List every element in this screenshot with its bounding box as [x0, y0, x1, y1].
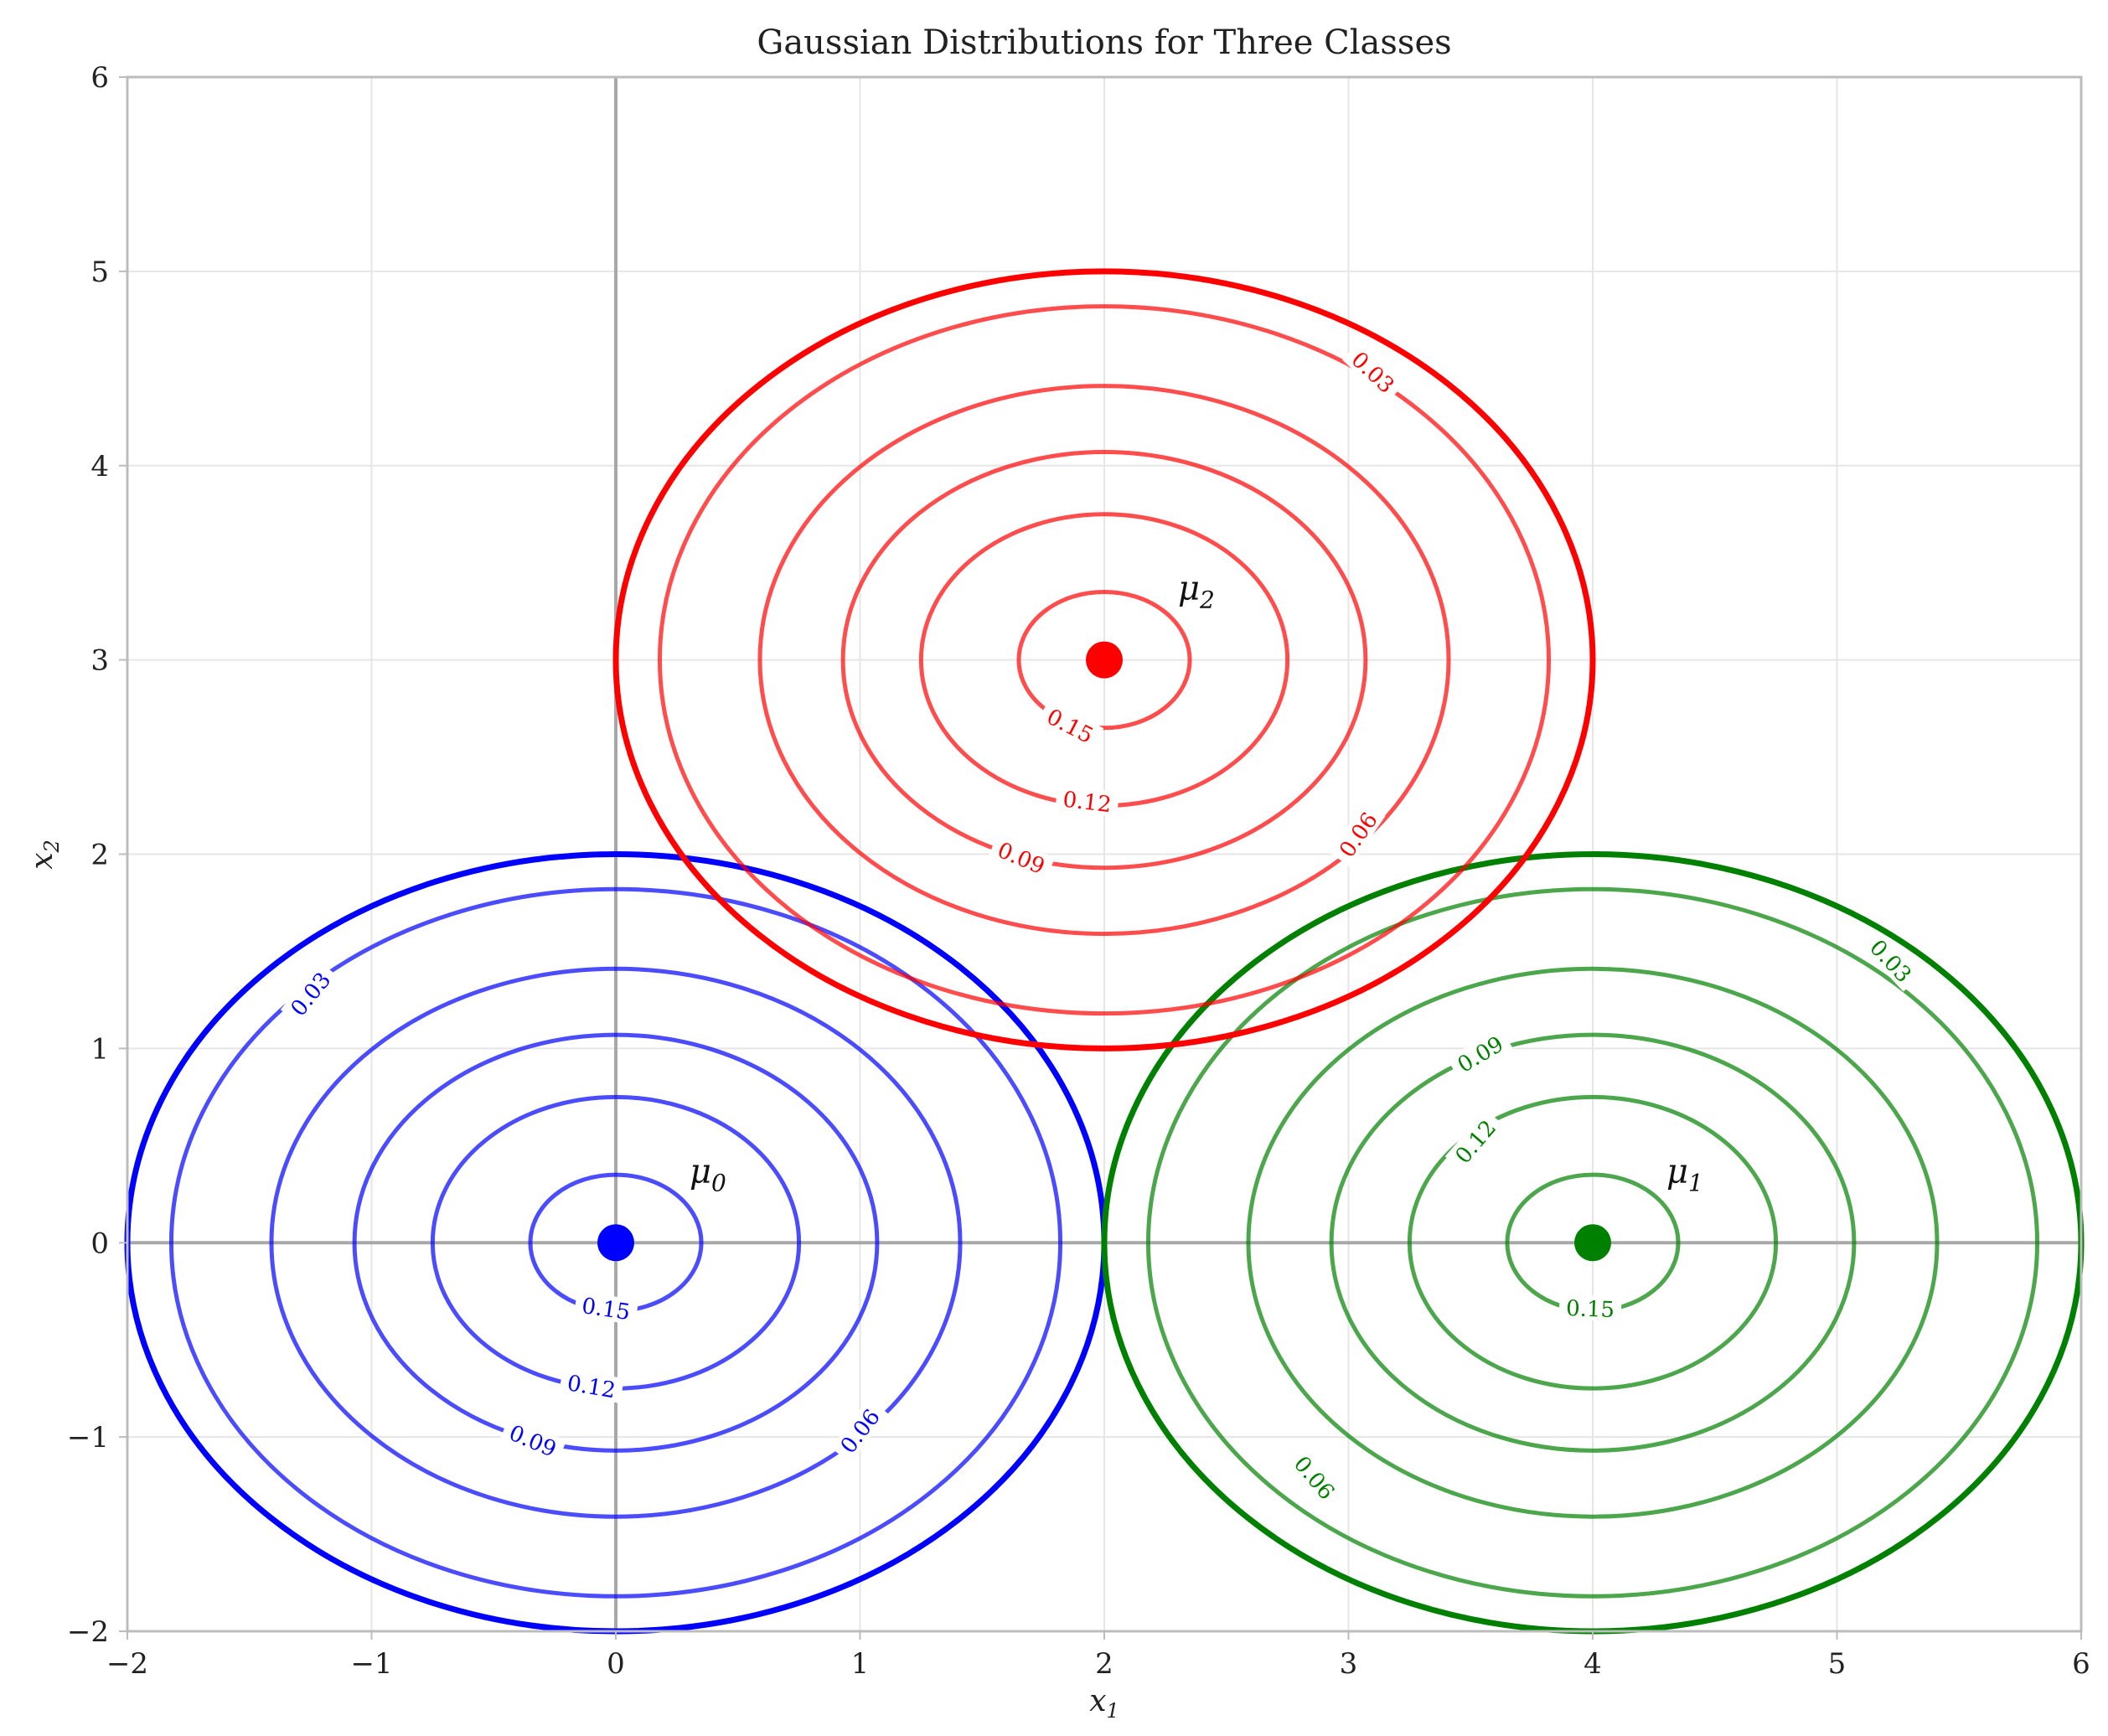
class-1-contour-0.03	[1145, 886, 2040, 1599]
contour-label-background	[1558, 1294, 1622, 1322]
class-1-contour-0.12	[1407, 1094, 1779, 1391]
y-tick-label-7: 5	[90, 256, 109, 289]
contour-label-background	[1446, 1026, 1513, 1081]
class-1-contour-label-0.15: 0.15	[1558, 1294, 1622, 1323]
class-2-contour-0.06	[757, 384, 1451, 937]
mean-subscript: 2	[1199, 586, 1215, 614]
mean-label-1: μ1	[1666, 1152, 1703, 1196]
class-2-contour-label-0.12: 0.12	[1055, 784, 1120, 819]
contour-label-background	[280, 961, 339, 1026]
class-0-contour-0.03	[168, 886, 1063, 1599]
mean-marker-1	[1574, 1224, 1611, 1262]
y-tick-label-4: 2	[90, 839, 109, 872]
x-tick-label-3: 1	[851, 1647, 870, 1681]
mean-marker-2	[1086, 641, 1123, 679]
x-tick-label-2: 0	[607, 1647, 625, 1681]
contour-label-background	[1342, 341, 1405, 402]
contour-label-background	[559, 1367, 625, 1403]
contour-label-background	[1055, 784, 1120, 818]
x-tick-label-5: 3	[1340, 1647, 1358, 1681]
contour-label-background	[1330, 801, 1386, 867]
y-tick-label-6: 4	[90, 450, 109, 483]
contour-label-background	[1444, 1109, 1505, 1173]
class-1-contour-0.06	[1246, 966, 1940, 1519]
class-0-contour-0.09	[352, 1032, 880, 1453]
contour-label-background	[1861, 929, 1922, 992]
contour-label-background	[573, 1290, 639, 1325]
class-1-contour-0.09	[1329, 1032, 1857, 1453]
x-tick-label-7: 5	[1828, 1647, 1847, 1681]
class-0-contour-0.06	[269, 966, 963, 1519]
mean-symbol: μ	[1178, 570, 1200, 608]
class-2-contour-0.09	[840, 450, 1368, 871]
y-tick-label-0: −2	[67, 1615, 109, 1649]
y-tick-label-8: 6	[90, 61, 109, 95]
class-2-contour-0.15	[1016, 589, 1192, 731]
mean-marker-0	[597, 1224, 634, 1262]
x-tick-label-1: −1	[350, 1647, 392, 1681]
y-tick-label-1: −1	[67, 1421, 109, 1454]
y-axis-label-sub: 2	[40, 840, 64, 853]
mean-label-0: μ0	[690, 1152, 726, 1196]
contour-label-background	[1285, 1445, 1345, 1510]
contour-label-background	[1036, 700, 1104, 751]
x-tick-label-6: 4	[1584, 1647, 1602, 1681]
x-tick-label-0: −2	[106, 1647, 148, 1681]
y-axis-label: x2	[25, 840, 64, 870]
contour-label-text: 0.15	[1566, 1296, 1615, 1323]
y-tick-label-2: 0	[90, 1227, 109, 1260]
class-2-contour-0.03	[657, 304, 1552, 1016]
x-axis-label-sub: 1	[1107, 1699, 1119, 1723]
contour-label-background	[499, 1416, 567, 1464]
mean-subscript: 0	[711, 1169, 726, 1196]
y-tick-label-5: 3	[90, 644, 109, 678]
class-2-boundary	[612, 268, 1596, 1051]
contour-label-text: 0.12	[1062, 788, 1113, 819]
chart-title: Gaussian Distributions for Three Classes	[757, 23, 1451, 62]
x-tick-label-4: 2	[1095, 1647, 1113, 1681]
mean-symbol: μ	[690, 1152, 711, 1191]
y-tick-label-3: 1	[90, 1032, 109, 1066]
ticks: −2 −1 0 1 2 3 4 5 6 −2 −1 0 1 2 3 4 5 6	[67, 61, 2090, 1681]
mean-symbol: μ	[1666, 1152, 1688, 1191]
contour-label-background	[988, 834, 1056, 881]
mean-label-2: μ2	[1178, 570, 1215, 614]
x-tick-label-8: 6	[2072, 1647, 2090, 1681]
mean-subscript: 1	[1688, 1169, 1703, 1196]
x-axis-label: x1	[1089, 1684, 1119, 1723]
contour-label-background	[830, 1398, 889, 1464]
